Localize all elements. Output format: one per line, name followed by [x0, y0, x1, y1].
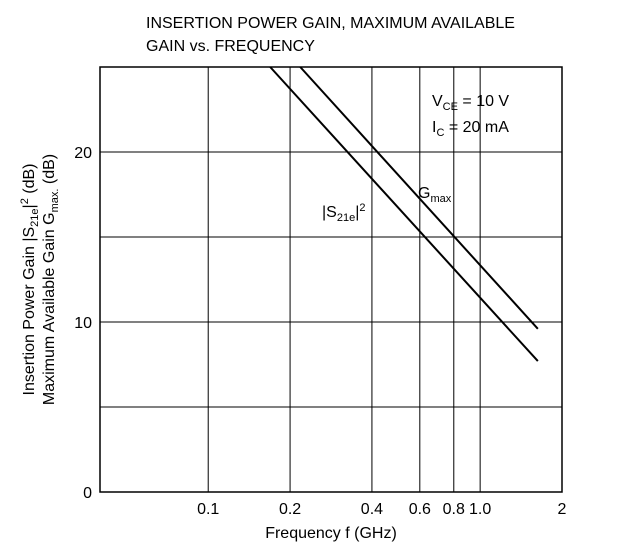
- text-part: 21e: [337, 212, 355, 224]
- text-part: 2: [19, 198, 31, 204]
- series-line: [299, 66, 539, 330]
- text-part: Insertion Power Gain |S: [21, 227, 38, 396]
- x-tick-label: 0.4: [361, 501, 383, 518]
- text-part: |: [21, 204, 38, 208]
- y-tick-label: 20: [74, 145, 92, 162]
- annotation: VCE = 10 V: [432, 93, 509, 113]
- y-axis-label: Maximum Available Gain Gmax. (dB): [41, 154, 61, 405]
- text-part: = 20 mA: [444, 119, 509, 136]
- x-tick-label: 1.0: [469, 501, 491, 518]
- x-tick-label: 0.1: [197, 501, 219, 518]
- x-tick-label: 0.2: [279, 501, 301, 518]
- text-part: max.: [49, 189, 61, 213]
- text-part: = 10 V: [458, 93, 509, 110]
- series-line: [269, 66, 539, 362]
- text-part: 21e: [29, 208, 41, 226]
- text-part: I: [432, 119, 436, 136]
- y-tick-label: 0: [83, 485, 92, 502]
- plot-frame: [99, 66, 563, 493]
- text-part: |S: [322, 204, 337, 221]
- text-part: |: [355, 204, 359, 221]
- text-part: 2: [359, 202, 365, 214]
- chart-title: INSERTION POWER GAIN, MAXIMUM AVAILABLE: [146, 15, 515, 32]
- x-tick-label: 0.8: [443, 501, 465, 518]
- y-tick-label: 10: [74, 315, 92, 332]
- text-part: Maximum Available Gain G: [41, 212, 58, 405]
- x-tick-label: 2: [558, 501, 567, 518]
- chart-title: GAIN vs. FREQUENCY: [146, 38, 315, 55]
- text-part: G: [418, 185, 430, 202]
- text-part: (dB): [41, 154, 58, 189]
- text-part: max: [430, 193, 451, 205]
- text-part: CE: [443, 101, 458, 113]
- x-axis-label: Frequency f (GHz): [265, 525, 397, 542]
- series-label: Gmax: [418, 185, 452, 205]
- annotation: IC = 20 mA: [432, 119, 509, 139]
- series-label: |S21e|2: [322, 202, 365, 224]
- text-part: (dB): [21, 164, 38, 199]
- y-axis-label: Insertion Power Gain |S21e|2 (dB): [19, 164, 41, 396]
- x-tick-label: 0.6: [409, 501, 431, 518]
- text-part: V: [432, 93, 443, 110]
- text-part: C: [436, 127, 444, 139]
